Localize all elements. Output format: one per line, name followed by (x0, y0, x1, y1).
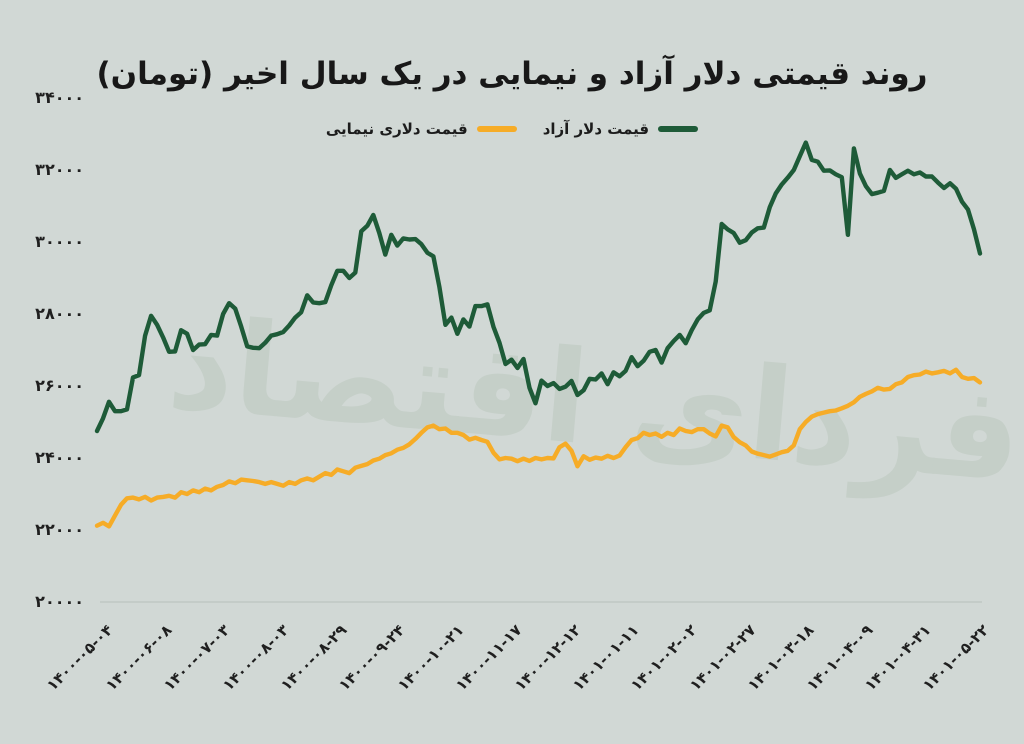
free-dollar-line (94, 140, 983, 434)
legend-label-nima-dollar: قیمت دلاری نیمایی (325, 120, 468, 138)
legend-label-free-dollar: قیمت دلار آزاد (542, 120, 650, 138)
chart-title: روند قیمتی دلار آزاد و نیمایی در یک سال … (96, 56, 928, 92)
legend-item-free-dollar: قیمت دلار آزاد (542, 120, 699, 138)
nima-dollar-line (94, 367, 983, 529)
legend-item-nima-dollar: قیمت دلاری نیمایی (326, 120, 517, 138)
nima-dollar-line-swatch-icon (476, 126, 517, 132)
free-dollar-line-swatch-icon (658, 126, 699, 132)
legend: قیمت دلار آزاد قیمت دلاری نیمایی (0, 120, 1024, 138)
